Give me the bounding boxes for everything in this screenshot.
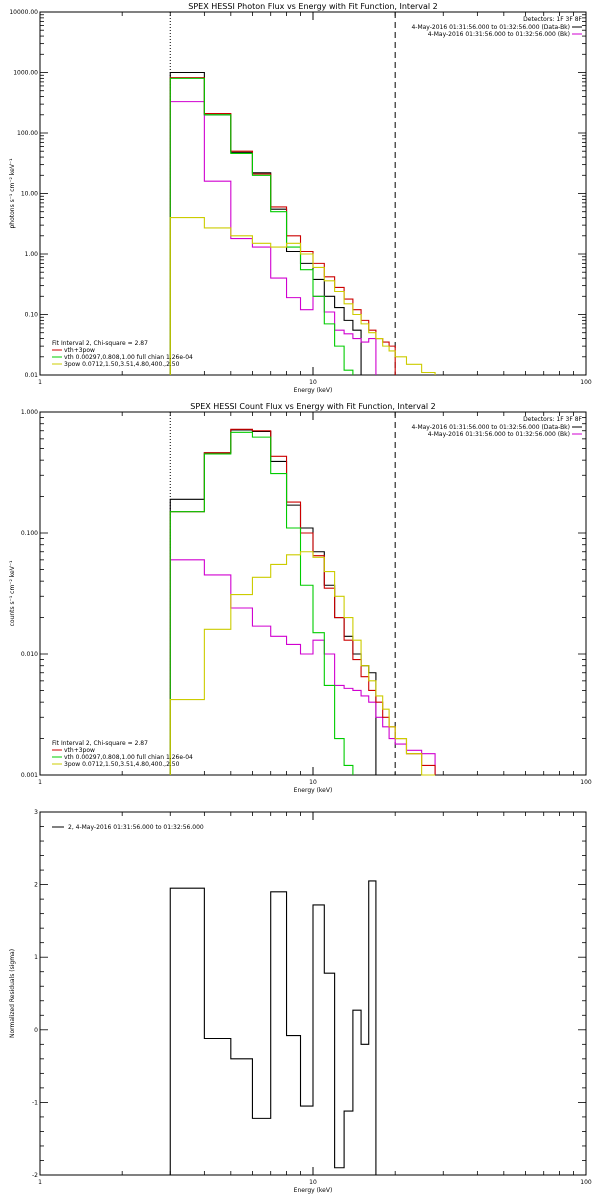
y-tick-label: 10.00 <box>21 191 38 198</box>
y-tick-label: 0.01 <box>25 372 39 379</box>
y-tick-label: 10000.00 <box>9 9 38 16</box>
y-tick-label: 1.00 <box>25 251 39 258</box>
x-axis-label: Energy (keV) <box>294 387 333 394</box>
x-tick-label: 10 <box>309 379 317 386</box>
y-tick-label: 100.00 <box>17 130 38 137</box>
y-tick-label: 0.100 <box>21 530 38 537</box>
y-tick-label: -2 <box>32 1172 38 1179</box>
chart-panel-2: SPEX HESSI Count Flux vs Energy with Fit… <box>9 402 592 794</box>
y-tick-label: 3 <box>34 809 38 816</box>
y-tick-label: 1000.00 <box>13 70 38 77</box>
series-bk <box>169 559 436 775</box>
fit-legend-entry: vth+3pow <box>64 747 95 754</box>
fit-legend-entry: 3pow 0.0712,1.50,3.51,4.80,400.,2.50 <box>64 761 180 768</box>
fit-legend-entry: 3pow 0.0712,1.50,3.51,4.80,400.,2.50 <box>64 361 180 368</box>
legend-entry: 4-May-2016 01:31:56.000 to 01:32:56.000 … <box>411 24 570 31</box>
x-tick-label: 100 <box>580 779 592 786</box>
fit-legend-header: Fit Interval 2, Chi-square = 2.87 <box>52 740 148 747</box>
chart-title: SPEX HESSI Photon Flux vs Energy with Fi… <box>188 2 438 11</box>
y-tick-label: 0.10 <box>25 312 39 319</box>
y-tick-label: 1 <box>34 954 38 961</box>
y-tick-label: 0.001 <box>21 772 38 779</box>
legend-entry: 2, 4-May-2016 01:31:56.000 to 01:32:56.0… <box>68 824 204 831</box>
series-residuals <box>169 880 377 1175</box>
legend-detectors: Detectors: 1F 3F 8F <box>523 16 582 23</box>
y-tick-label: 0 <box>34 1027 38 1034</box>
legend-detectors: Detectors: 1F 3F 8F <box>523 416 582 423</box>
x-tick-label: 100 <box>580 1179 592 1186</box>
x-tick-label: 1 <box>38 779 42 786</box>
legend-entry: 4-May-2016 01:31:56.000 to 01:32:56.000 … <box>428 31 570 38</box>
chart-panel-1: SPEX HESSI Photon Flux vs Energy with Fi… <box>9 2 592 394</box>
series-3pow <box>169 217 436 375</box>
x-tick-label: 1 <box>38 1179 42 1186</box>
x-axis-label: Energy (keV) <box>294 1187 333 1194</box>
y-tick-label: 1.000 <box>21 409 38 416</box>
fit-legend-header: Fit Interval 2, Chi-square = 2.87 <box>52 340 148 347</box>
series-3pow <box>169 551 436 776</box>
y-axis-label: photons s⁻¹ cm⁻² keV⁻¹ <box>9 158 16 229</box>
legend-entry: 4-May-2016 01:31:56.000 to 01:32:56.000 … <box>411 424 570 431</box>
y-axis-label: Normalized Residuals (sigma) <box>9 949 16 1038</box>
x-axis-label: Energy (keV) <box>294 787 333 794</box>
y-axis-label: counts s⁻¹ cm⁻² keV⁻¹ <box>9 560 16 626</box>
y-tick-label: -1 <box>32 1099 38 1106</box>
fit-legend-entry: vth 0.00297,0.808,1.00 full chian 1.26e-… <box>64 354 193 361</box>
series-data-bk <box>169 71 362 375</box>
chart-panel-3: 1 10 100 Energy (keV) -2 -1 0 1 2 3 Normalized Res… <box>9 809 592 1194</box>
x-tick-label: 100 <box>580 379 592 386</box>
x-tick-label: 1 <box>38 379 42 386</box>
series-data-bk <box>169 429 377 775</box>
fit-legend-entry: vth 0.00297,0.808,1.00 full chian 1.26e-… <box>64 754 193 761</box>
series-bk <box>169 101 377 375</box>
x-tick-label: 10 <box>309 1179 317 1186</box>
series-vth <box>169 77 354 375</box>
fit-legend-entry: vth+3pow <box>64 347 95 354</box>
chart-title: SPEX HESSI Count Flux vs Energy with Fit… <box>190 402 435 411</box>
y-tick-label: 0.010 <box>21 651 38 658</box>
series-vth <box>169 431 354 775</box>
plot-frame <box>39 11 587 376</box>
x-tick-label: 10 <box>309 779 317 786</box>
legend-entry: 4-May-2016 01:31:56.000 to 01:32:56.000 … <box>428 431 570 438</box>
y-tick-label: 2 <box>34 882 38 889</box>
